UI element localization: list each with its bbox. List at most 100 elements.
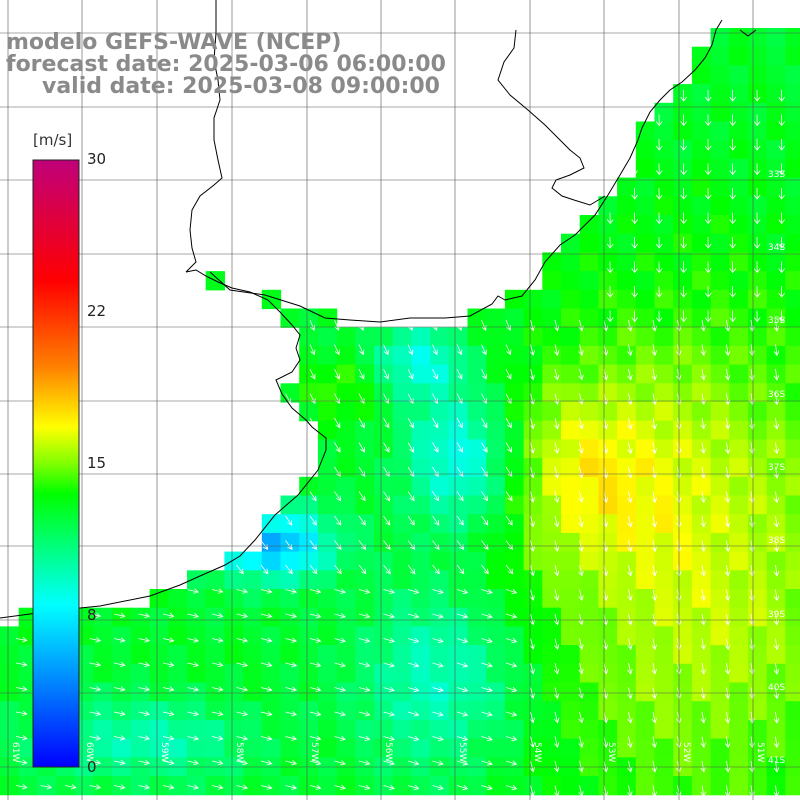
wind-cell [430, 701, 450, 721]
wind-cell [598, 719, 618, 740]
wind-cell [392, 420, 412, 440]
wind-cell [205, 626, 225, 646]
wind-arrow [778, 310, 786, 323]
wind-cell [673, 439, 693, 459]
wind-arrow [358, 515, 366, 526]
wind-cell [374, 364, 394, 384]
wind-cell [430, 345, 450, 366]
wind-cell [673, 589, 693, 609]
wind-cell [336, 514, 356, 534]
wind-arrow [773, 638, 780, 651]
wind-cell [93, 607, 113, 627]
wind-cell [317, 420, 338, 440]
wind-cell [785, 102, 800, 123]
wind-cell [299, 308, 319, 328]
wind-cell [467, 345, 487, 366]
wind-cell [617, 701, 637, 721]
wind-arrow [89, 637, 102, 643]
wind-cell [486, 308, 506, 328]
wind-cell [430, 589, 450, 609]
longitude-label: 54W [532, 742, 542, 762]
wind-cell [673, 626, 693, 646]
wind-arrow [724, 466, 731, 479]
wind-cell [392, 663, 412, 684]
wind-arrow [260, 784, 273, 790]
wind-cell [579, 607, 599, 627]
wind-arrow [432, 760, 444, 766]
wind-cell [635, 252, 656, 272]
wind-cell [654, 551, 674, 571]
wind-cell [598, 589, 618, 609]
wind-cell [448, 514, 469, 534]
wind-arrow [729, 187, 737, 200]
wind-arrow [700, 760, 706, 773]
wind-cell [504, 289, 525, 310]
wind-cell [187, 570, 207, 590]
wind-arrow [113, 710, 126, 717]
wind-arrow [309, 711, 322, 717]
wind-cell [579, 514, 599, 534]
wind-cell [785, 645, 800, 665]
wind-cell [691, 158, 712, 179]
wind-cell [523, 476, 543, 497]
wind-cell [336, 551, 356, 571]
wind-arrow [432, 686, 444, 693]
wind-arrow [554, 638, 560, 651]
wind-arrow [651, 515, 657, 528]
wind-cell [448, 476, 469, 497]
wind-arrow [651, 344, 657, 357]
wind-arrow [749, 564, 755, 577]
wind-cell [561, 607, 581, 627]
wind-cell [374, 514, 394, 534]
wind-arrow [724, 491, 731, 504]
wind-arrow [138, 759, 151, 766]
wind-cell [74, 738, 95, 758]
wind-cell [617, 607, 637, 627]
wind-cell [673, 701, 693, 721]
wind-cell [486, 682, 506, 702]
wind-cell [523, 607, 543, 627]
wind-cell [598, 532, 618, 553]
wind-cell [748, 420, 768, 440]
wind-arrow [481, 613, 493, 619]
wind-cell [579, 252, 599, 272]
wind-cell [299, 701, 319, 721]
wind-cell [355, 458, 375, 478]
coastline [0, 0, 757, 619]
wind-cell [579, 663, 599, 684]
wind-arrow [554, 417, 560, 430]
wind-arrow [529, 736, 535, 748]
wind-arrow [358, 760, 371, 766]
wind-arrow [432, 344, 438, 356]
wind-cell [785, 589, 800, 609]
wind-cell [355, 570, 375, 590]
wind-cell [766, 458, 786, 478]
wind-cell [261, 626, 282, 646]
wind-cell [710, 327, 730, 347]
wind-arrow [627, 319, 633, 332]
wind-cell [392, 626, 412, 646]
wind-cell [766, 383, 786, 403]
wind-cell [710, 514, 730, 534]
longitude-label: 57W [309, 742, 319, 762]
wind-cell [523, 645, 543, 665]
wind-cell [74, 645, 95, 665]
wind-cell [448, 682, 469, 702]
wind-cell [691, 177, 712, 197]
wind-cell [336, 402, 356, 422]
wind-cell [729, 439, 749, 459]
wind-arrow [334, 393, 341, 405]
wind-arrow [753, 236, 761, 249]
wind-cell [710, 308, 730, 328]
wind-cell [467, 738, 487, 758]
wind-cell [654, 402, 674, 422]
wind-arrow [211, 710, 224, 717]
wind-arrow [627, 736, 633, 749]
wind-cell [74, 663, 95, 684]
wind-arrow [383, 686, 395, 692]
wind-cell [467, 458, 487, 478]
wind-cell [729, 308, 749, 328]
wind-cell [355, 663, 375, 684]
wind-arrow [651, 711, 657, 724]
wind-cell [748, 196, 768, 216]
